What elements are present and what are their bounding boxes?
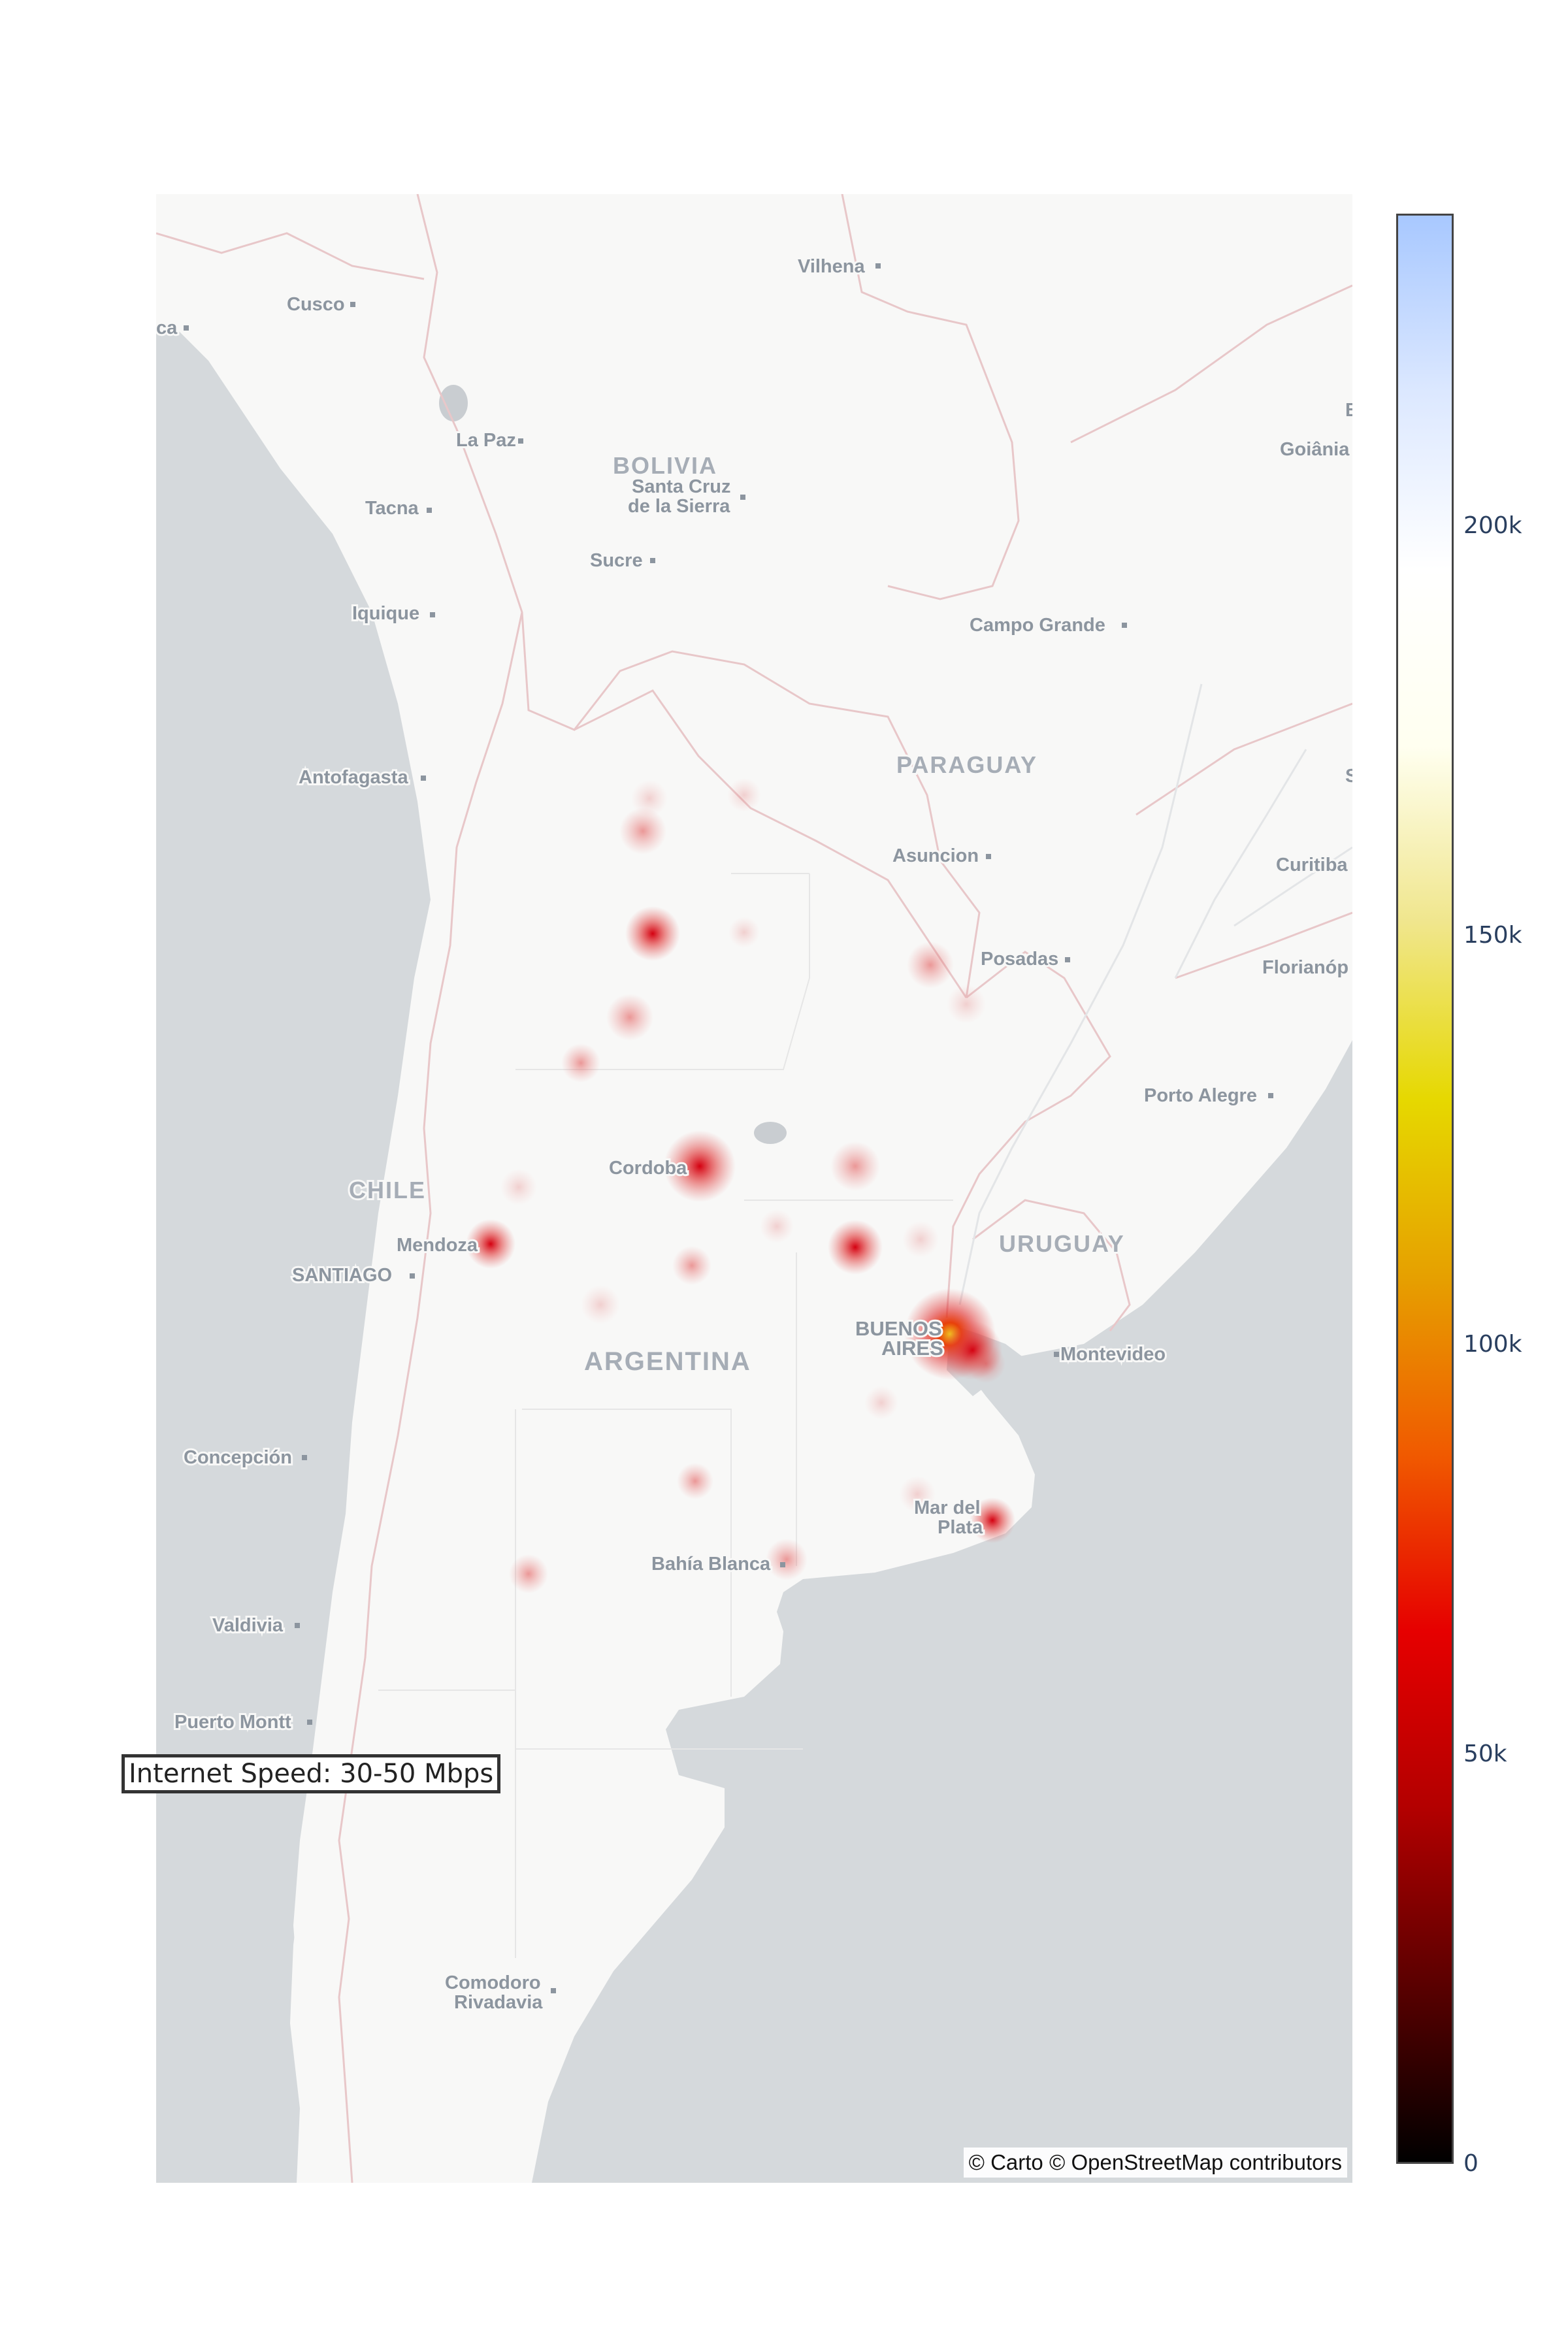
country-label-paraguay: PARAGUAY (896, 751, 1037, 778)
city-label-comodoro: Comodoro (445, 1972, 541, 1993)
country-label-bolivia: BOLIVIA (613, 452, 717, 479)
map-viewport[interactable]: BOLIVIA PARAGUAY CHILE ARGENTINA URUGUAY… (156, 194, 1352, 2183)
city-label-mar-del-plata: Mar del (914, 1497, 981, 1518)
city-label-sucre: Sucre (590, 550, 643, 571)
country-labels: BOLIVIA PARAGUAY CHILE ARGENTINA URUGUAY (347, 450, 1126, 1378)
city-label-mar-del-plata-2: Plata (938, 1517, 983, 1538)
colorbar-tick-50k: 50k (1463, 1740, 1507, 1767)
heat-pampa-5 (902, 1221, 939, 1258)
city-label-santiago: SANTIAGO (292, 1265, 392, 1286)
heatmap-layer (466, 778, 1015, 1593)
city-label-cordoba: Cordoba (609, 1158, 687, 1179)
heat-pampa-2 (899, 1476, 936, 1512)
map-annotation-box: Internet Speed: 30-50 Mbps (122, 1754, 501, 1793)
heat-san-juan (500, 1169, 537, 1205)
atlantic-ocean (532, 1040, 1352, 2183)
heat-tucuman (625, 906, 680, 961)
city-label-buenos-aires-2: AIRES (881, 1337, 943, 1360)
heat-pampa-3 (864, 1386, 898, 1420)
heat-mar-del-plata (970, 1497, 1015, 1543)
city-label-tacna: Tacna (365, 498, 419, 519)
city-label-iquique: Iquique (352, 603, 419, 624)
city-label-bahia-blanca: Bahía Blanca (651, 1554, 771, 1575)
city-label-porto-alegre: Porto Alegre (1144, 1085, 1257, 1106)
city-label-vilhena: Vilhena (798, 256, 865, 277)
city-label-cusco: Cusco (287, 294, 345, 315)
heat-santa-fe (830, 1141, 880, 1191)
colorbar-tick-0: 0 (1463, 2150, 1478, 2177)
colorbar-tick-200k: 200k (1463, 512, 1522, 539)
heat-santiago-del-estero (606, 994, 653, 1041)
city-label-valdivia: Valdivia (212, 1615, 284, 1636)
city-label-antofagasta: Antofagasta (299, 767, 408, 788)
heat-cordoba (664, 1130, 736, 1202)
city-labels: Vilhena Cusco ca La Paz Santa Cruz de la… (156, 254, 1352, 2015)
city-label-campo-grande: Campo Grande (970, 615, 1105, 636)
city-label-asuncion: Asuncion (892, 845, 979, 866)
city-label-santa-cruz-2: de la Sierra (628, 496, 730, 517)
city-label-la-paz: La Paz (456, 430, 516, 451)
colorbar (1396, 214, 1454, 2164)
heat-neuquen (509, 1554, 548, 1593)
city-label-brazil-edge-2: S (1345, 766, 1352, 787)
heat-resistencia (728, 917, 760, 948)
heat-catamarca (561, 1043, 600, 1083)
southern-fjords (290, 1762, 333, 2183)
heat-bahia-blanca (766, 1539, 808, 1580)
heat-salta (619, 808, 666, 855)
heat-formosa (727, 778, 761, 812)
city-label-comodoro-2: Rivadavia (454, 1992, 543, 2013)
heat-la-plata (966, 1344, 1005, 1383)
country-label-argentina: ARGENTINA (584, 1347, 751, 1376)
city-label-buenos-aires: BUENOS (855, 1317, 942, 1340)
rivers (958, 683, 1352, 1305)
city-label-puerto-montt: Puerto Montt (174, 1712, 291, 1733)
lake-titicaca (439, 385, 468, 421)
heat-rosario (828, 1220, 883, 1275)
heat-pampa-4 (760, 1209, 794, 1243)
heat-mendoza (466, 1219, 515, 1269)
city-label-mendoza: Mendoza (397, 1235, 478, 1256)
map-attribution[interactable]: © Carto © OpenStreetMap contributors (963, 2148, 1347, 2178)
city-label-santa-cruz: Santa Cruz (632, 476, 730, 497)
map-canvas[interactable]: BOLIVIA PARAGUAY CHILE ARGENTINA URUGUAY… (156, 194, 1352, 2183)
colorbar-tick-150k: 150k (1463, 922, 1522, 949)
heat-corrientes (907, 941, 954, 988)
country-borders (156, 194, 1352, 2183)
city-label-goiania: Goiânia (1280, 439, 1350, 460)
city-label-lima: ca (156, 318, 178, 338)
heat-misiones (947, 985, 986, 1024)
city-label-posadas: Posadas (981, 949, 1058, 970)
city-label-brazil-edge-1: B (1345, 400, 1352, 421)
city-label-curitiba: Curitiba (1276, 855, 1348, 875)
colorbar-tick-100k: 100k (1463, 1331, 1522, 1358)
country-label-uruguay: URUGUAY (999, 1230, 1125, 1257)
heat-rio-cuarto (672, 1246, 711, 1285)
city-label-concepcion: Concepción (184, 1447, 292, 1468)
pacific-ocean (156, 328, 431, 2183)
city-dots (184, 263, 1273, 1993)
heat-jujuy (631, 780, 668, 817)
city-label-florianopolis: Florianóp (1262, 957, 1348, 978)
city-label-montevideo: Montevideo (1060, 1344, 1166, 1365)
province-borders (378, 873, 953, 1958)
heat-pampa-1 (677, 1463, 713, 1499)
country-label-chile: CHILE (349, 1177, 426, 1203)
mar-chiquita (754, 1122, 787, 1144)
heat-san-luis (581, 1285, 620, 1324)
